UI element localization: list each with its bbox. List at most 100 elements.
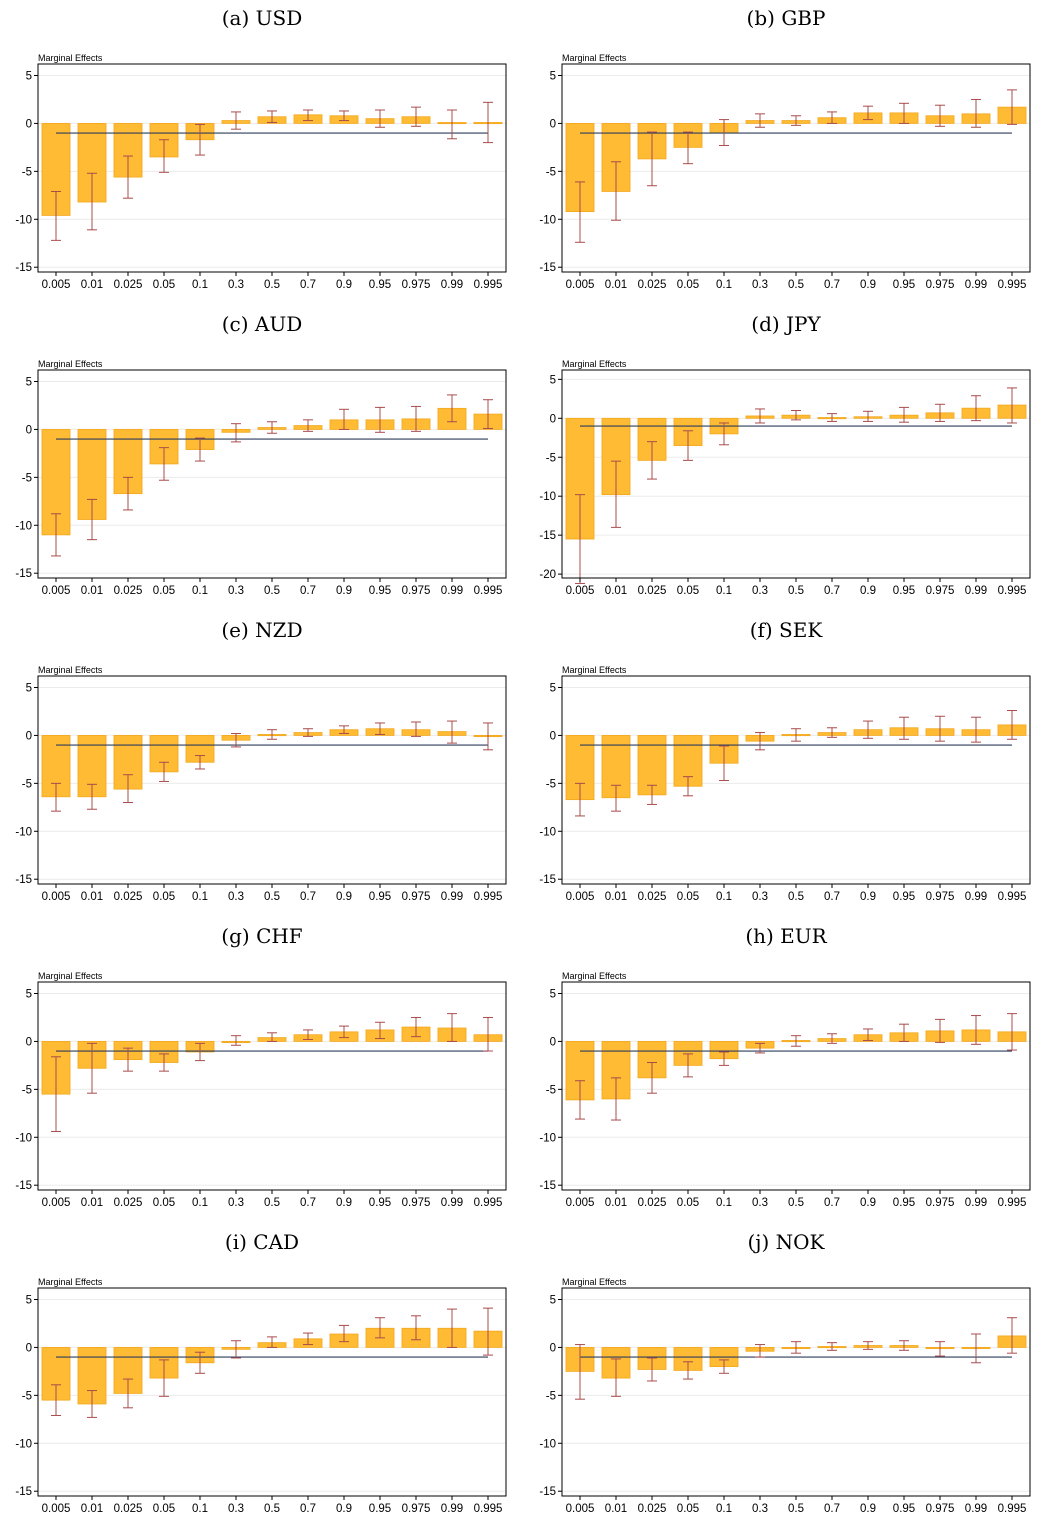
x-tick-label: 0.995: [474, 585, 503, 597]
error-bar: [339, 1025, 349, 1039]
chart-panel: (g) CHF Marginal Effects 5 0 -5 -10 -15 0.005 0.…: [0, 918, 524, 1224]
error-bar: [123, 1047, 133, 1072]
x-tick-label: 0.9: [860, 1197, 876, 1209]
x-tick-label: 0.005: [42, 279, 71, 291]
bar: [41, 1347, 71, 1401]
x-tick-label: 0.01: [81, 1503, 103, 1515]
y-tick-label: -10: [539, 491, 556, 503]
error-bar: [719, 422, 729, 446]
y-tick-label: -15: [539, 874, 556, 886]
y-tick-label: 0: [550, 413, 556, 425]
y-tick-label: -5: [546, 166, 556, 178]
y-tick-label: 0: [550, 730, 556, 742]
error-bar: [159, 761, 169, 782]
y-tick-label: -10: [15, 520, 32, 532]
error-bar: [683, 1361, 693, 1380]
plot-frame: [37, 1287, 507, 1497]
y-axis-label: Marginal Effects: [38, 53, 103, 63]
plot-frame: [561, 369, 1031, 579]
error-bar: [971, 395, 981, 422]
error-bar: [1007, 1013, 1017, 1051]
y-tick-label: -5: [546, 1390, 556, 1402]
x-tick-label: 0.5: [264, 1503, 280, 1515]
error-bar: [483, 101, 493, 144]
error-bar: [195, 123, 205, 156]
x-tick-label: 0.99: [441, 891, 463, 903]
x-tick-label: 0.05: [153, 279, 175, 291]
y-tick-label: 0: [550, 1036, 556, 1048]
x-tick-label: 0.3: [752, 585, 768, 597]
error-bar: [611, 1358, 621, 1397]
error-bar: [647, 1357, 657, 1382]
x-tick-label: 0.5: [788, 891, 804, 903]
chart-panel: (h) EUR Marginal Effects 5 0 -5 -10 -15 0.005 0.…: [524, 918, 1048, 1224]
x-tick-label: 0.01: [605, 1503, 627, 1515]
error-bar: [1007, 710, 1017, 740]
error-bar: [195, 1042, 205, 1062]
error-bar: [159, 139, 169, 173]
x-tick-label: 0.7: [824, 585, 840, 597]
error-bar: [611, 1077, 621, 1121]
x-tick-label: 0.1: [192, 1197, 208, 1209]
x-tick-label: 0.005: [566, 1503, 595, 1515]
error-bar: [719, 745, 729, 781]
y-tick-label: 0: [26, 1036, 32, 1048]
y-tick-label: 0: [26, 1342, 32, 1354]
y-axis-label: Marginal Effects: [562, 665, 627, 675]
error-bar: [231, 733, 241, 748]
error-bar: [375, 722, 385, 735]
y-tick-label: -10: [539, 826, 556, 838]
x-tick-label: 0.995: [474, 1197, 503, 1209]
x-tick-label: 0.05: [677, 891, 699, 903]
x-tick-label: 0.9: [336, 891, 352, 903]
x-tick-label: 0.3: [228, 1503, 244, 1515]
y-axis-label: Marginal Effects: [562, 971, 627, 981]
x-tick-label: 0.9: [860, 279, 876, 291]
error-bar: [575, 1344, 585, 1400]
x-tick-label: 0.995: [474, 279, 503, 291]
y-axis-label: Marginal Effects: [562, 359, 627, 369]
error-bar: [447, 1308, 457, 1348]
error-bar: [51, 190, 61, 241]
error-bar: [51, 513, 61, 557]
error-bar: [411, 1016, 421, 1038]
x-tick-label: 0.95: [369, 279, 391, 291]
x-tick-label: 0.975: [926, 1197, 955, 1209]
x-tick-label: 0.99: [965, 1197, 987, 1209]
panel-title: (c) AUD: [221, 312, 303, 336]
bar-chart: Marginal Effects 5 0 -5 -10 -15 0.005 0.01 0.025…: [15, 1277, 507, 1515]
error-bar: [483, 1016, 493, 1052]
x-tick-label: 0.05: [153, 891, 175, 903]
bar-chart: Marginal Effects 5 0 -5 -10 -15 0.005 0.01 0.025…: [539, 1277, 1031, 1515]
error-bar: [791, 1035, 801, 1047]
y-tick-label: -15: [539, 1180, 556, 1192]
x-tick-label: 0.99: [965, 279, 987, 291]
error-bar: [411, 405, 421, 432]
error-bar: [87, 1390, 97, 1418]
x-tick-label: 0.3: [228, 279, 244, 291]
x-tick-label: 0.025: [114, 1197, 143, 1209]
error-bar: [971, 98, 981, 128]
x-tick-label: 0.3: [228, 585, 244, 597]
error-bar: [159, 447, 169, 481]
x-tick-label: 0.975: [402, 891, 431, 903]
x-tick-label: 0.5: [264, 891, 280, 903]
plot-frame: [561, 981, 1031, 1191]
error-bar: [411, 721, 421, 737]
x-tick-label: 0.01: [605, 1197, 627, 1209]
y-tick-label: -5: [546, 778, 556, 790]
error-bar: [87, 172, 97, 231]
x-tick-label: 0.7: [300, 585, 316, 597]
plot-frame: [37, 675, 507, 885]
error-bar: [683, 131, 693, 165]
panel-title: (i) CAD: [224, 1230, 300, 1254]
error-bar: [971, 1333, 981, 1364]
error-bar: [303, 728, 313, 737]
error-bar: [375, 1317, 385, 1339]
x-tick-label: 0.95: [893, 1503, 915, 1515]
x-tick-label: 0.9: [336, 585, 352, 597]
error-bar: [87, 498, 97, 541]
error-bar: [483, 722, 493, 751]
x-tick-label: 0.99: [965, 1503, 987, 1515]
y-tick-label: -15: [15, 262, 32, 274]
